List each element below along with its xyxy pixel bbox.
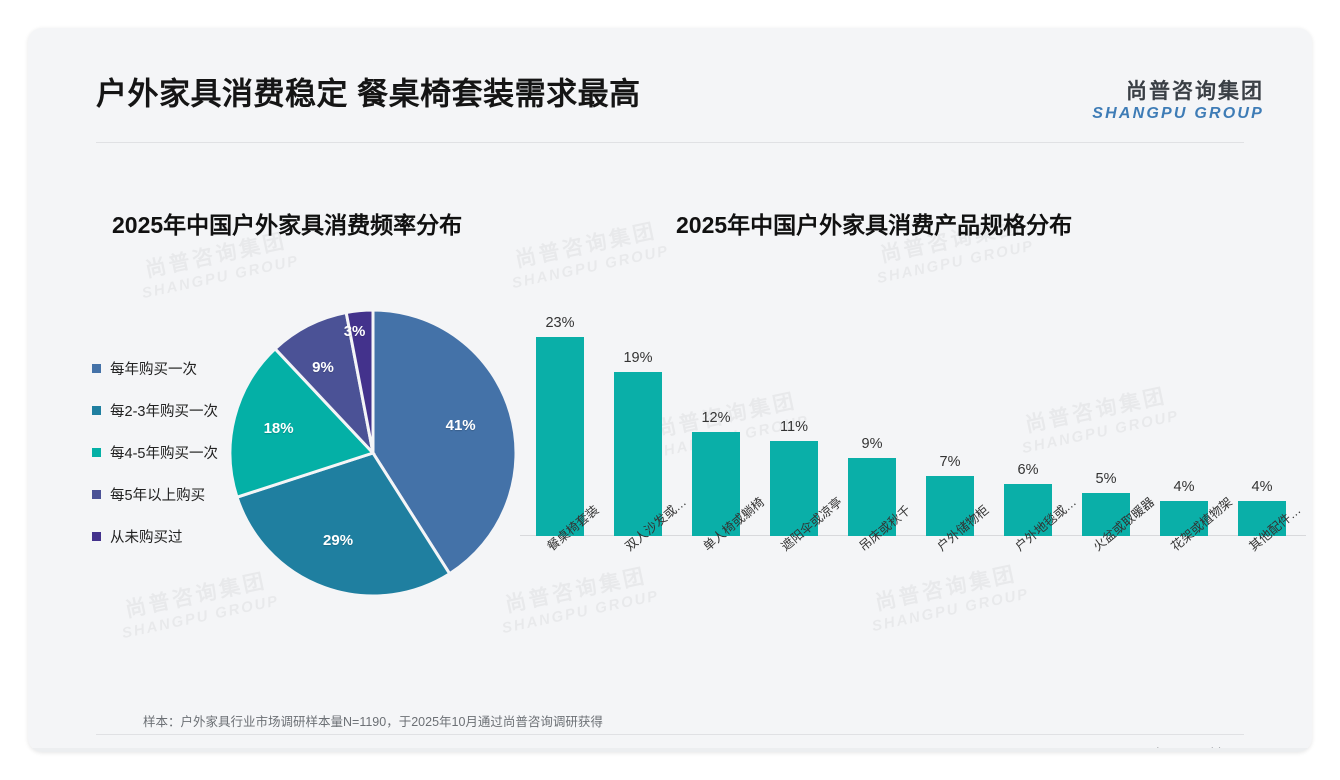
bar-chart-axis [520, 535, 1306, 536]
sample-note: 样本：户外家具行业市场调研样本量N=1190，于2025年10月通过尚普咨询调研… [143, 715, 603, 729]
pie-slice-value: 3% [343, 323, 366, 341]
bar-chart-title: 2025年中国户外家具消费产品规格分布 [676, 212, 1073, 238]
bar-rect[interactable] [1160, 501, 1208, 536]
bar-rect[interactable] [1004, 484, 1052, 536]
bar-value-label: 4% [1251, 479, 1273, 496]
bar-value-label: 23% [545, 315, 575, 332]
pie-slice[interactable] [235, 451, 452, 598]
pie-slice-value: 41% [445, 416, 476, 434]
bar-column[interactable]: 4% [1160, 320, 1208, 536]
pie-legend-item[interactable]: 每年购买一次 [92, 358, 252, 379]
bar-column[interactable]: 12% [692, 320, 740, 536]
bar-chart: 23% 19% 12% 11% 9% 7% 6% 5% 4% 4% 餐桌椅套装 双人沙发或… 单人椅或… [520, 278, 1310, 578]
legend-color-swatch [92, 448, 101, 457]
pie-legend-item[interactable]: 每2-3年购买一次 [92, 400, 252, 421]
bar-column[interactable]: 9% [848, 320, 896, 536]
slide-bottom-accent [28, 748, 1312, 752]
pie-slice-value: 18% [263, 419, 294, 437]
pie-chart-graphic [228, 308, 518, 598]
pie-slice[interactable] [344, 308, 375, 454]
bar-column[interactable]: 4% [1238, 320, 1286, 536]
bar-rect[interactable] [926, 475, 974, 536]
pie-chart-title: 2025年中国户外家具消费频率分布 [112, 212, 463, 238]
legend-color-swatch [92, 490, 101, 499]
bar-column[interactable]: 6% [1004, 320, 1052, 536]
brand-logo: 尚普咨询集团 SHANGPU GROUP [1092, 80, 1264, 124]
pie-legend-item[interactable]: 每4-5年购买一次 [92, 442, 252, 463]
legend-item-label: 每5年以上购买 [110, 488, 206, 504]
slide-canvas: 尚普咨询集团 SHANGPU GROUP 尚普咨询集团 SHANGPU GROU… [28, 28, 1312, 752]
logo-chinese-text: 尚普咨询集团 [1126, 80, 1264, 103]
pie-legend-item[interactable]: 从未购买过 [92, 526, 252, 547]
watermark-line-1: 尚普咨询集团 [505, 217, 667, 276]
legend-item-label: 每2-3年购买一次 [110, 404, 218, 420]
bar-column[interactable]: 23% [536, 315, 584, 536]
slide-header: 户外家具消费稳定 餐桌椅套装需求最高 尚普咨询集团 SHANGPU GROUP [28, 28, 1312, 123]
bar-value-label: 6% [1017, 462, 1039, 479]
legend-item-label: 每4-5年购买一次 [110, 446, 218, 462]
bar-value-label: 11% [780, 418, 808, 435]
watermark-line-2: SHANGPU GROUP [871, 586, 1032, 638]
legend-item-label: 从未购买过 [110, 530, 183, 546]
bar-column[interactable]: 7% [926, 320, 974, 536]
legend-color-swatch [92, 364, 101, 373]
bar-column[interactable]: 5% [1082, 320, 1130, 536]
legend-color-swatch [92, 406, 101, 415]
bar-column[interactable]: 19% [614, 320, 662, 536]
footer-divider [96, 734, 1244, 735]
bar-value-label: 5% [1095, 470, 1117, 487]
bar-value-label: 19% [623, 349, 653, 366]
header-divider [96, 142, 1244, 143]
legend-item-label: 每年购买一次 [110, 362, 197, 378]
pie-slice[interactable] [228, 346, 376, 500]
watermark-line-2: SHANGPU GROUP [141, 253, 302, 305]
bar-rect[interactable] [614, 371, 662, 536]
bar-rect[interactable] [1082, 492, 1130, 536]
bar-chart-plot-area: 23% 19% 12% 11% 9% 7% 6% 5% 4% 4% [520, 278, 1310, 536]
logo-english-text: SHANGPU GROUP [1092, 105, 1264, 123]
bar-column[interactable]: 11% [770, 320, 818, 536]
bar-rect[interactable] [770, 440, 818, 536]
bar-value-label: 7% [939, 453, 961, 470]
bar-value-label: 4% [1173, 479, 1195, 496]
pie-chart: 每年购买一次每2-3年购买一次 每4-5年购买一次 每5年以上购买 从未购买过 41%… [68, 298, 538, 608]
pie-legend: 每年购买一次每2-3年购买一次 每4-5年购买一次 每5年以上购买 从未购买过 [92, 358, 252, 568]
legend-color-swatch [92, 532, 101, 541]
pie-slice-value: 29% [323, 531, 354, 549]
pie-legend-item[interactable]: 每5年以上购买 [92, 484, 252, 505]
pie-slice[interactable] [272, 310, 376, 458]
page-title: 户外家具消费稳定 餐桌椅套装需求最高 [96, 76, 641, 112]
bar-rect[interactable] [536, 337, 584, 536]
bar-value-label: 9% [861, 436, 883, 453]
bar-value-label: 12% [701, 410, 731, 427]
bar-rect[interactable] [1238, 501, 1286, 536]
bar-rect[interactable] [692, 432, 740, 536]
bar-rect[interactable] [848, 458, 896, 536]
pie-slice-value: 9% [312, 358, 334, 376]
